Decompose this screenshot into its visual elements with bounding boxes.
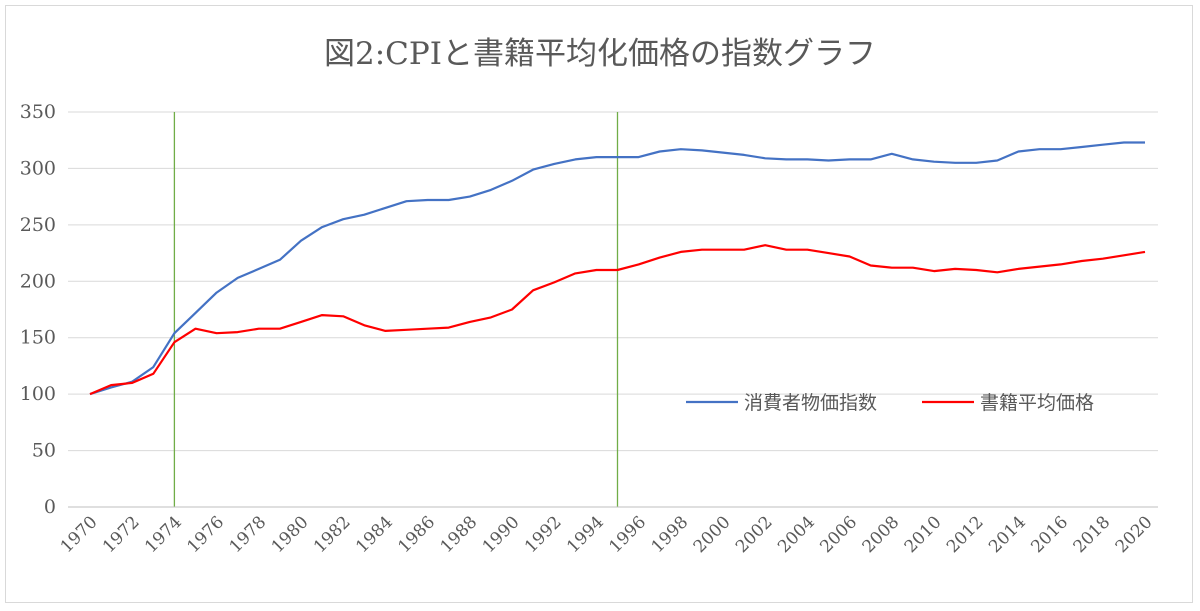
x-tick-label-2014: 2014 <box>985 512 1030 557</box>
x-tick-label-1976: 1976 <box>183 512 228 557</box>
x-tick-label-2010: 2010 <box>901 512 946 557</box>
legend-label-cpi: 消費者物価指数 <box>744 392 877 414</box>
x-tick-label-2006: 2006 <box>816 512 861 557</box>
x-tick-label-2008: 2008 <box>859 512 904 557</box>
x-tick-label-2018: 2018 <box>1070 512 1115 557</box>
x-tick-label-1970: 1970 <box>57 512 102 557</box>
y-tick-label-200: 200 <box>20 270 56 292</box>
y-tick-label-100: 100 <box>20 383 56 405</box>
x-tick-label-1986: 1986 <box>394 512 439 557</box>
x-tick-label-1982: 1982 <box>310 512 355 557</box>
y-tick-label-0: 0 <box>44 496 56 518</box>
x-tick-label-2020: 2020 <box>1112 512 1157 557</box>
x-tick-label-1972: 1972 <box>99 512 144 557</box>
chart-frame <box>5 5 1193 603</box>
x-tick-label-1996: 1996 <box>605 512 650 557</box>
chart-title: 図2:CPIと書籍平均化価格の指数グラフ <box>324 36 876 72</box>
y-tick-label-50: 50 <box>32 440 56 462</box>
x-tick-label-2004: 2004 <box>774 512 819 557</box>
x-tick-label-1984: 1984 <box>352 512 397 557</box>
series-lines <box>89 141 1146 396</box>
y-tick-label-300: 300 <box>20 157 56 179</box>
x-tick-label-2002: 2002 <box>732 512 777 557</box>
legend: 消費者物価指数 書籍平均価格 <box>686 392 1094 414</box>
x-tick-label-1974: 1974 <box>141 512 186 557</box>
vertical-markers <box>173 112 619 507</box>
x-tick-label-1990: 1990 <box>479 512 524 557</box>
x-tick-label-1980: 1980 <box>268 512 313 557</box>
series-line-1 <box>89 244 1146 396</box>
y-tick-label-350: 350 <box>20 101 56 123</box>
y-tick-labels: 0 50 100 150 200 250 300 350 <box>20 101 56 518</box>
legend-label-book-price: 書籍平均価格 <box>980 392 1094 414</box>
x-tick-label-1994: 1994 <box>563 512 608 557</box>
x-tick-label-1978: 1978 <box>226 512 271 557</box>
x-tick-label-1992: 1992 <box>521 512 566 557</box>
x-tick-label-2016: 2016 <box>1027 512 1072 557</box>
x-tick-labels: 1970197219741976197819801982198419861988… <box>57 512 1157 557</box>
y-tick-label-250: 250 <box>20 214 56 236</box>
x-tick-label-2000: 2000 <box>690 512 735 557</box>
y-tick-label-150: 150 <box>20 327 56 349</box>
x-tick-label-1998: 1998 <box>648 512 693 557</box>
series-line-0 <box>89 141 1145 396</box>
gridlines <box>68 111 1158 452</box>
x-tick-label-1988: 1988 <box>437 512 482 557</box>
x-tick-label-2012: 2012 <box>943 512 988 557</box>
